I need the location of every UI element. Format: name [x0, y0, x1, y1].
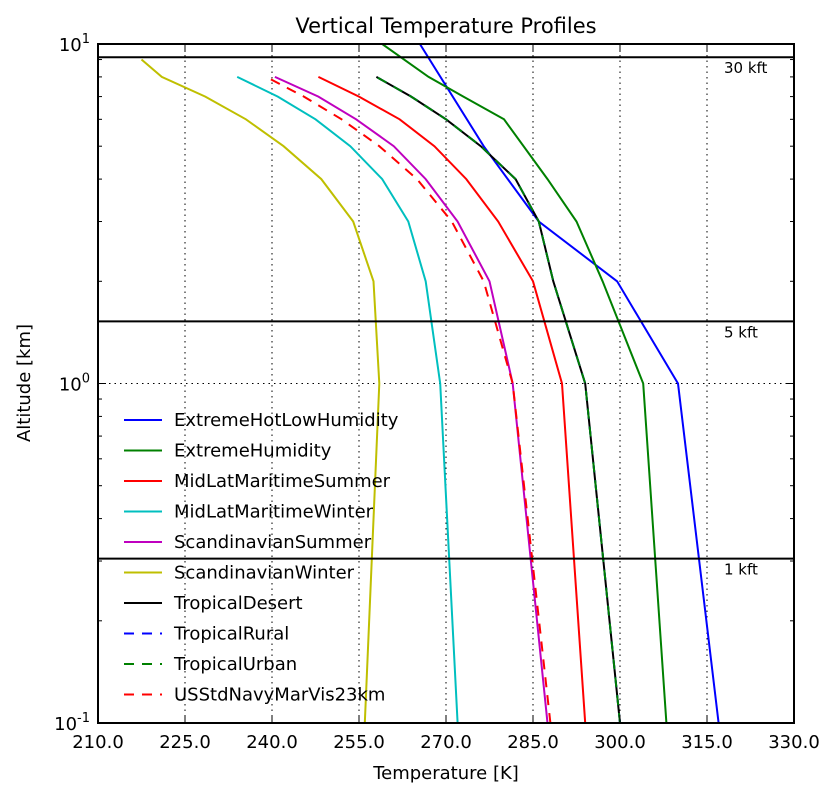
x-tick-label: 315.0: [681, 732, 733, 753]
legend-label: ScandinavianSummer: [174, 532, 372, 553]
legend-label: MidLatMaritimeWinter: [174, 502, 374, 523]
reference-line-label: 1 kft: [724, 561, 758, 579]
series-line-ExtremeHumidity: [381, 44, 668, 723]
legend-label: MidLatMaritimeSummer: [174, 471, 391, 492]
series-line-TropicalDesert: [375, 76, 621, 723]
reference-line-label: 30 kft: [724, 59, 768, 77]
series-line-ExtremeHotLowHumidity: [419, 44, 720, 723]
y-axis-label: Altitude [km]: [14, 324, 35, 442]
x-tick-label: 270.0: [420, 732, 472, 753]
legend-label: TropicalDesert: [173, 593, 303, 614]
legend-label: ExtremeHumidity: [174, 441, 332, 462]
series-line-MidLatMaritimeSummer: [317, 76, 587, 723]
legend-label: TropicalUrban: [173, 654, 297, 675]
grid-lines: [98, 44, 794, 723]
legend-label: ScandinavianWinter: [174, 563, 355, 584]
x-tick-label: 285.0: [507, 732, 559, 753]
series-line-TropicalUrban: [375, 76, 621, 723]
x-axis-label: Temperature [K]: [372, 763, 519, 784]
reference-lines: 30 kft 5 kft 1 kft: [98, 56, 794, 579]
legend: ExtremeHotLowHumidity ExtremeHumidity MidL…: [124, 410, 399, 706]
axes: 210.0 225.0 240.0 255.0 270.0 285.0 300.0 315.0…: [54, 32, 820, 753]
series-line-ScandinavianSummer: [274, 75, 549, 723]
series-line-TropicalRural: [375, 76, 621, 723]
reference-line-label: 5 kft: [724, 323, 758, 341]
y-tick-label: 10-1: [54, 711, 90, 735]
legend-label: USStdNavyMarVis23km: [174, 685, 385, 706]
x-tick-label: 225.0: [159, 732, 211, 753]
series-line-USStdNavyMarVis23km: [265, 76, 552, 723]
x-tick-label: 210.0: [72, 732, 124, 753]
series-lines: [140, 44, 720, 723]
chart-title: Vertical Temperature Profiles: [295, 14, 596, 38]
legend-label: TropicalRural: [173, 624, 289, 645]
legend-label: ExtremeHotLowHumidity: [174, 410, 399, 431]
x-tick-label: 240.0: [246, 732, 298, 753]
series-line-MidLatMaritimeWinter: [236, 76, 459, 723]
y-tick-label: 101: [59, 32, 90, 56]
series-line-ScandinavianWinter: [140, 58, 381, 723]
x-tick-label: 330.0: [768, 732, 820, 753]
x-tick-label: 255.0: [333, 732, 385, 753]
y-tick-label: 100: [59, 372, 90, 396]
x-tick-label: 300.0: [594, 732, 646, 753]
